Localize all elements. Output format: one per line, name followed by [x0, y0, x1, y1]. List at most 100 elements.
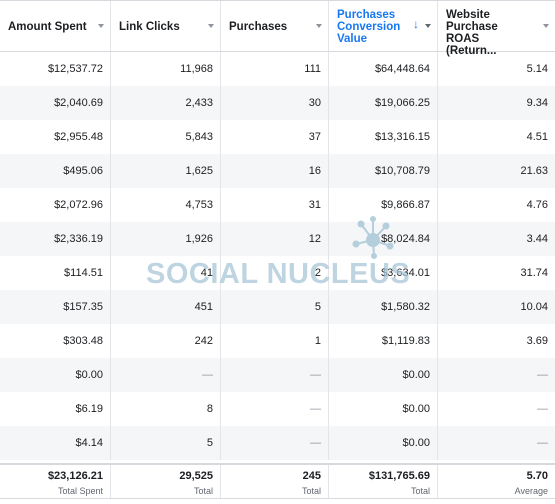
cell-purchases-conversion-value: $1,580.32 [329, 290, 438, 324]
cell-link-clicks: 1,926 [111, 222, 221, 256]
cell-link-clicks: 5,843 [111, 120, 221, 154]
total-label: Total [193, 486, 213, 496]
cell-purchases: — [221, 392, 329, 426]
table-row[interactable]: $4.14 5— $0.00— [0, 426, 555, 460]
cell-link-clicks: 2,433 [111, 86, 221, 120]
cell-purchases: 37 [221, 120, 329, 154]
cell-purchases: 31 [221, 188, 329, 222]
cell-link-clicks: 5 [111, 426, 221, 460]
cell-purchases: 12 [221, 222, 329, 256]
chevron-down-icon[interactable] [98, 24, 104, 28]
total-amount-spent: $23,126.21 Total Spent [0, 465, 111, 498]
cell-website-purchase-roas: 4.76 [526, 199, 548, 211]
cell-amount-spent: $4.14 [0, 426, 111, 460]
column-header-link-clicks[interactable]: Link Clicks [111, 1, 221, 51]
cell-website-purchase-roas: 10.04 [520, 301, 548, 313]
table-row[interactable]: $2,040.69 2,433 30 $19,066.25 9.34 [0, 86, 555, 120]
cell-amount-spent: $2,040.69 [0, 86, 111, 120]
chevron-down-icon[interactable] [425, 24, 431, 28]
cell-amount-spent: $114.51 [0, 256, 111, 290]
column-header-purchases[interactable]: Purchases [221, 1, 329, 51]
cell-purchases-conversion-value: $0.00 [329, 392, 438, 426]
cell-purchases-conversion-value: $64,448.64 [329, 52, 438, 86]
cell-amount-spent: $157.35 [0, 290, 111, 324]
table-row[interactable]: $495.06 1,625 16 $10,708.79 21.63 [0, 154, 555, 188]
cell-website-purchase-roas: 21.63 [520, 165, 548, 177]
cell-link-clicks: — [111, 358, 221, 392]
table-row[interactable]: $2,072.96 4,753 31 $9,866.87 4.76 [0, 188, 555, 222]
chevron-down-icon[interactable] [316, 24, 322, 28]
table-row[interactable]: $2,336.19 1,926 12 $8,024.84 3.44 [0, 222, 555, 256]
cell-amount-spent: $2,336.19 [0, 222, 111, 256]
cell-website-purchase-roas: — [537, 403, 548, 415]
chevron-down-icon[interactable] [543, 24, 549, 28]
cell-website-purchase-roas: 5.14 [526, 63, 548, 75]
chevron-down-icon[interactable] [208, 24, 214, 28]
table-row[interactable]: $114.51 41 2 $3,634.01 31.74 [0, 256, 555, 290]
cell-purchases: — [221, 426, 329, 460]
column-header-amount-spent[interactable]: Amount Spent [0, 1, 111, 51]
cell-website-purchase-roas: — [537, 369, 548, 381]
cell-amount-spent: $2,955.48 [0, 120, 111, 154]
cell-purchases: 1 [221, 324, 329, 358]
total-purchases: 245 Total [221, 465, 329, 498]
table-row[interactable]: $0.00— — $0.00— [0, 358, 555, 392]
cell-purchases-conversion-value: $1,119.83 [329, 324, 438, 358]
cell-purchases-conversion-value: $0.00 [329, 358, 438, 392]
total-value: $23,126.21 [47, 470, 103, 482]
cell-purchases: 111 [221, 52, 329, 86]
cell-purchases: — [221, 358, 329, 392]
total-link-clicks: 29,525 Total [111, 465, 221, 498]
average-website-purchase-roas: 5.70 Average [438, 465, 555, 498]
sort-descending-icon[interactable]: ↓ [413, 17, 419, 31]
total-label: Average [514, 486, 548, 496]
column-header-website-purchase-roas[interactable]: Website Purchase ROAS (Return... [438, 1, 555, 57]
column-header-label: Purchases Conversion Value [337, 9, 401, 45]
cell-purchases: 5 [221, 290, 329, 324]
cell-amount-spent: $0.00 [0, 358, 111, 392]
cell-link-clicks: 11,968 [111, 52, 221, 86]
total-value: 5.70 [526, 470, 548, 482]
cell-purchases: 30 [221, 86, 329, 120]
cell-purchases-conversion-value: $0.00 [329, 426, 438, 460]
table-row[interactable]: $303.48 242 1 $1,119.83 3.69 [0, 324, 555, 358]
cell-purchases-conversion-value: $13,316.15 [329, 120, 438, 154]
total-value: $131,765.69 [368, 470, 430, 482]
cell-link-clicks: 1,625 [111, 154, 221, 188]
cell-amount-spent: $12,537.72 [0, 52, 111, 86]
table-header: Amount Spent Link Clicks Purchases Purch… [0, 0, 555, 57]
total-label: Total Spent [57, 486, 103, 496]
totals-row: $23,126.21 Total Spent 29,525 Total 245 … [0, 463, 555, 499]
cell-website-purchase-roas: 3.44 [526, 233, 548, 245]
cell-purchases: 16 [221, 154, 329, 188]
cell-website-purchase-roas: — [537, 437, 548, 449]
cell-link-clicks: 4,753 [111, 188, 221, 222]
table-row[interactable]: $157.35 451 5 $1,580.32 10.04 [0, 290, 555, 324]
cell-amount-spent: $6.19 [0, 392, 111, 426]
table-row[interactable]: $12,537.72 11,968 111 $64,448.64 5.14 [0, 52, 555, 86]
cell-purchases-conversion-value: $10,708.79 [329, 154, 438, 188]
cell-link-clicks: 41 [111, 256, 221, 290]
column-header-label: Link Clicks [119, 21, 180, 33]
cell-link-clicks: 8 [111, 392, 221, 426]
table-body: $12,537.72 11,968 111 $64,448.64 5.14 $2,040.… [0, 52, 555, 460]
cell-website-purchase-roas: 9.34 [526, 97, 548, 109]
cell-purchases-conversion-value: $3,634.01 [329, 256, 438, 290]
column-header-label: Amount Spent [8, 21, 87, 33]
column-header-purchases-conversion-value[interactable]: Purchases Conversion Value ↓ [329, 1, 438, 51]
table-row[interactable]: $6.19 8— $0.00— [0, 392, 555, 426]
cell-purchases-conversion-value: $9,866.87 [329, 188, 438, 222]
cell-link-clicks: 242 [111, 324, 221, 358]
cell-link-clicks: 451 [111, 290, 221, 324]
cell-amount-spent: $2,072.96 [0, 188, 111, 222]
cell-purchases: 2 [221, 256, 329, 290]
total-label: Total [410, 486, 430, 496]
cell-amount-spent: $303.48 [0, 324, 111, 358]
column-header-label: Purchases [229, 21, 288, 33]
table-row[interactable]: $2,955.48 5,843 37 $13,316.15 4.51 [0, 120, 555, 154]
total-value: 245 [302, 470, 321, 482]
cell-website-purchase-roas: 31.74 [520, 267, 548, 279]
cell-purchases-conversion-value: $8,024.84 [329, 222, 438, 256]
total-value: 29,525 [179, 470, 213, 482]
